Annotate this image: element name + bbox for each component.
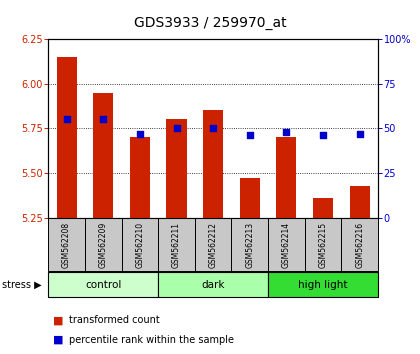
Point [283,129,290,135]
Point [356,131,363,137]
Text: ■: ■ [52,315,63,325]
Text: GSM562208: GSM562208 [62,222,71,268]
Text: high light: high light [298,280,348,290]
Bar [166,119,186,218]
Point [173,126,180,131]
Text: ■: ■ [52,335,63,345]
Point [136,131,143,137]
Bar [48,218,85,271]
Text: GSM562212: GSM562212 [209,222,218,268]
Text: GSM562216: GSM562216 [355,222,364,268]
Bar [158,218,195,271]
Text: stress ▶: stress ▶ [2,280,42,290]
Bar [57,57,77,218]
Text: GDS3933 / 259970_at: GDS3933 / 259970_at [134,16,286,30]
Bar [203,110,223,218]
Bar [121,218,158,271]
Bar [85,218,121,271]
Text: GSM562211: GSM562211 [172,222,181,268]
Bar [268,272,378,297]
Text: GSM562213: GSM562213 [245,222,254,268]
Text: GSM562210: GSM562210 [135,222,144,268]
Point [100,116,107,122]
Bar [158,272,268,297]
Bar [305,218,341,271]
Text: percentile rank within the sample: percentile rank within the sample [69,335,234,345]
Bar [349,185,370,218]
Bar [276,137,297,218]
Bar [130,137,150,218]
Bar [240,178,260,218]
Text: control: control [85,280,121,290]
Point [210,126,217,131]
Point [63,116,70,122]
Text: GSM562209: GSM562209 [99,222,108,268]
Bar [313,198,333,218]
Text: GSM562215: GSM562215 [318,222,328,268]
Point [247,133,253,138]
Bar [268,218,305,271]
Bar [341,218,378,271]
Bar [231,218,268,271]
Text: dark: dark [202,280,225,290]
Bar [48,272,158,297]
Point [320,133,326,138]
Text: GSM562214: GSM562214 [282,222,291,268]
Text: transformed count: transformed count [69,315,160,325]
Bar [195,218,231,271]
Bar [93,93,113,218]
